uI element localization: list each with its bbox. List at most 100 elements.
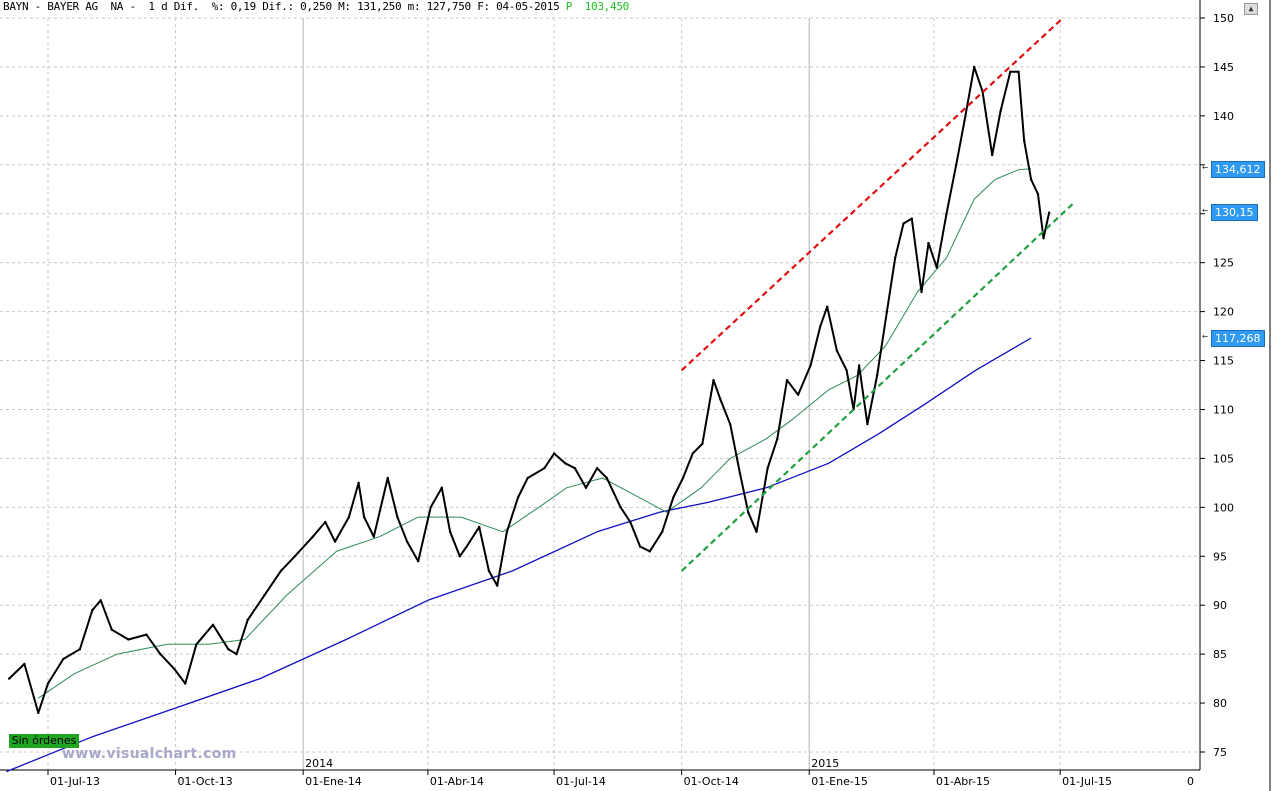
- price-point: [552, 452, 556, 455]
- price-point: [885, 310, 889, 313]
- price-point: [324, 520, 327, 524]
- price-point: [973, 65, 976, 69]
- price-point: [1009, 70, 1012, 74]
- price-point: [866, 422, 869, 426]
- price-point: [920, 290, 923, 294]
- y-tick-label: 75: [1213, 746, 1227, 759]
- chart-header: BAYN - BAYER AG NA - 1 d Dif. %: 0,19 Di…: [3, 0, 629, 14]
- price-tag: 130,15: [1211, 204, 1258, 222]
- price-point: [893, 256, 897, 259]
- price-point: [826, 305, 829, 308]
- header-last-value: 103,450: [584, 0, 630, 13]
- price-point: [755, 530, 758, 533]
- price-point: [776, 437, 779, 441]
- chart-trendlines: [680, 17, 1074, 572]
- x-tick-label: 01-Abr-14: [430, 775, 484, 788]
- series-ma-long: [6, 337, 1032, 773]
- price-point: [954, 163, 958, 166]
- price-point: [584, 486, 588, 489]
- price-point: [1022, 139, 1026, 142]
- price-point: [595, 466, 599, 470]
- price-point: [1017, 70, 1020, 74]
- price-point: [766, 466, 769, 470]
- price-point: [145, 633, 148, 636]
- price-point: [857, 364, 861, 367]
- price-point: [396, 515, 399, 519]
- y-tick-label: 145: [1213, 61, 1234, 74]
- price-point: [945, 212, 948, 215]
- year-label: 2014: [305, 757, 333, 770]
- price-point: [785, 378, 789, 382]
- price-point: [195, 643, 198, 646]
- price-tag: 134,612: [1211, 160, 1265, 178]
- price-point: [227, 648, 230, 651]
- price-point: [902, 222, 905, 225]
- price-point: [910, 217, 914, 220]
- arrow-left-icon: ←: [1202, 161, 1209, 173]
- price-point: [91, 608, 94, 612]
- price-point: [927, 241, 930, 245]
- price-point: [835, 349, 839, 352]
- price-point: [478, 525, 481, 529]
- price-point: [496, 584, 499, 587]
- price-point: [672, 496, 675, 499]
- y-tick-label: 125: [1213, 257, 1234, 270]
- price-point: [563, 462, 567, 465]
- price-point: [728, 422, 732, 426]
- x-tick-label: 01-Ene-15: [811, 775, 868, 788]
- price-point: [819, 325, 822, 328]
- price-point: [458, 555, 462, 558]
- price-point: [738, 471, 742, 475]
- y-tick-label: 90: [1213, 599, 1227, 612]
- y-tick-label: 80: [1213, 697, 1227, 710]
- y-tick-label: 150: [1213, 12, 1234, 25]
- price-point: [505, 530, 509, 533]
- x-tick-label: 01-Jul-13: [50, 775, 100, 788]
- price-point: [311, 535, 315, 538]
- price-point: [573, 466, 577, 470]
- series-ma-short: [38, 168, 1032, 699]
- price-point: [719, 398, 722, 401]
- price-point: [263, 594, 266, 597]
- chart-grid: [0, 17, 1200, 770]
- price-point: [638, 545, 642, 548]
- price-point: [875, 374, 879, 377]
- price-point: [347, 515, 351, 519]
- chevron-up-icon[interactable]: ▲: [1244, 3, 1258, 15]
- price-point: [796, 393, 800, 396]
- price-point: [159, 652, 162, 656]
- x-tick-label: 01-Jul-15: [1062, 775, 1112, 788]
- header-main-text: BAYN - BAYER AG NA - 1 d Dif. %: 0,19 Di…: [3, 0, 560, 13]
- price-point: [661, 530, 664, 533]
- price-point: [405, 540, 409, 543]
- price-point: [386, 476, 389, 480]
- price-point: [37, 711, 40, 715]
- price-point: [487, 569, 491, 573]
- price-point: [1036, 192, 1040, 196]
- series-price: [8, 65, 1051, 714]
- x-tick-label: 01-Oct-13: [178, 775, 233, 788]
- price-tag: 117,268: [1211, 330, 1265, 348]
- price-point: [1047, 211, 1051, 214]
- price-point: [465, 545, 468, 548]
- price-point: [691, 452, 694, 455]
- x-tick-label: 01-Abr-15: [936, 775, 990, 788]
- price-point: [619, 506, 622, 509]
- price-point: [1042, 237, 1045, 240]
- chart-series: [6, 65, 1051, 773]
- price-point: [712, 378, 715, 382]
- price-point: [78, 648, 82, 651]
- price-point: [246, 618, 249, 622]
- x-tick-label: 01-Ene-14: [305, 775, 362, 788]
- price-point: [172, 667, 176, 671]
- y-tick-label: 95: [1213, 550, 1227, 563]
- price-point: [211, 623, 215, 626]
- price-point: [46, 682, 50, 685]
- price-point: [99, 599, 102, 602]
- x-end-label: 0: [1187, 775, 1194, 788]
- price-point: [629, 520, 632, 524]
- orders-status-badge: Sin órdenes: [9, 734, 79, 748]
- price-point: [440, 486, 443, 489]
